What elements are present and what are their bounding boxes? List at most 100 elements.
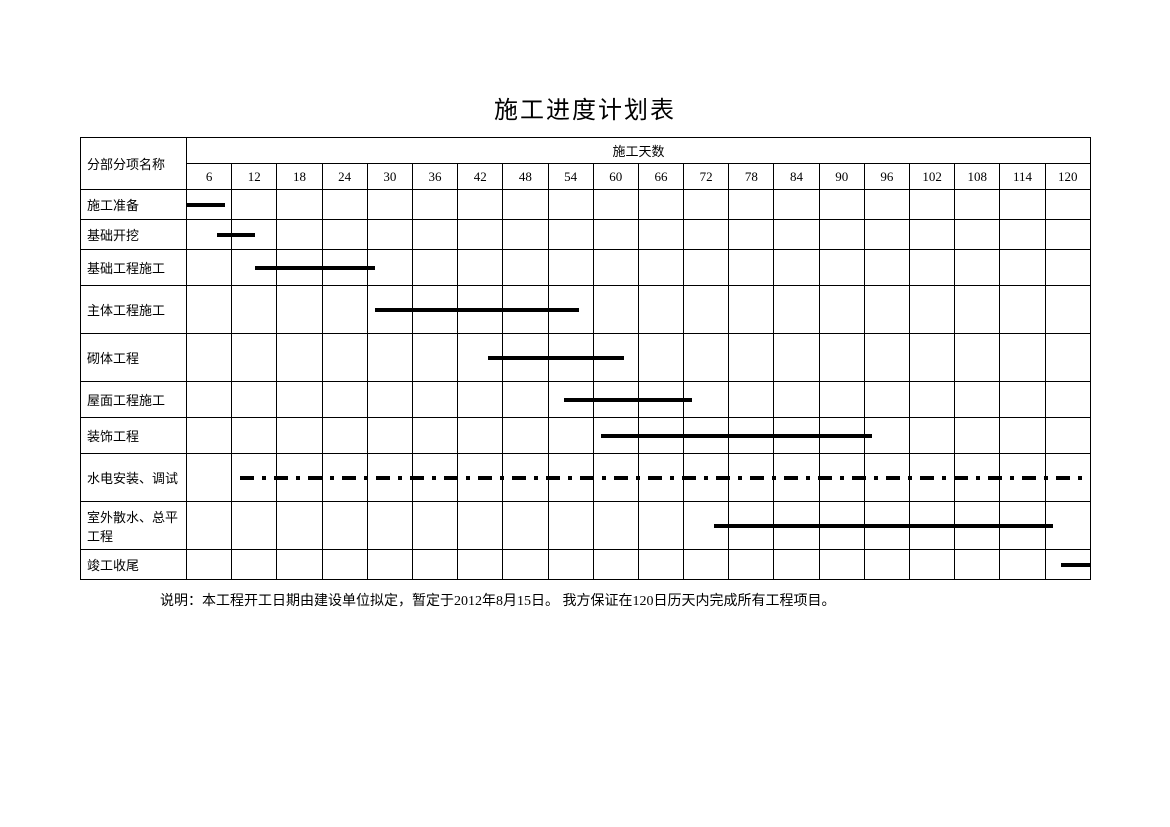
gantt-cell: [1045, 250, 1090, 286]
gantt-cell: [1000, 220, 1045, 250]
row-label: 主体工程施工: [81, 286, 187, 334]
gantt-cell: [322, 418, 367, 454]
row-label: 屋面工程施工: [81, 382, 187, 418]
gantt-cell: [638, 454, 683, 502]
gantt-cell: [729, 454, 774, 502]
column-header-day: 12: [232, 164, 277, 190]
column-header-days-label: 施工天数: [187, 138, 1091, 164]
gantt-cell: [277, 220, 322, 250]
gantt-cell: [774, 250, 819, 286]
gantt-cell: [277, 334, 322, 382]
gantt-cell: [819, 250, 864, 286]
gantt-cell: [1045, 502, 1090, 550]
gantt-cell: [729, 334, 774, 382]
gantt-cell: [548, 418, 593, 454]
gantt-cell: [412, 454, 457, 502]
column-header-day: 18: [277, 164, 322, 190]
gantt-cell: [458, 220, 503, 250]
gantt-cell: [593, 334, 638, 382]
gantt-cell: [232, 334, 277, 382]
gantt-cell: [412, 286, 457, 334]
column-header-day: 108: [955, 164, 1000, 190]
gantt-cell: [232, 220, 277, 250]
gantt-cell: [910, 190, 955, 220]
gantt-cell: [864, 502, 909, 550]
gantt-cell: [684, 334, 729, 382]
row-label: 室外散水、总平工程: [81, 502, 187, 550]
gantt-cell: [548, 220, 593, 250]
gantt-cell: [684, 454, 729, 502]
gantt-cell: [729, 550, 774, 580]
column-header-day: 30: [367, 164, 412, 190]
gantt-cell: [232, 190, 277, 220]
gantt-cell: [458, 190, 503, 220]
table-row: 水电安装、调试: [81, 454, 1091, 502]
gantt-cell: [819, 454, 864, 502]
gantt-cell: [367, 220, 412, 250]
row-label: 水电安装、调试: [81, 454, 187, 502]
gantt-cell: [277, 454, 322, 502]
row-label: 竣工收尾: [81, 550, 187, 580]
gantt-cell: [277, 250, 322, 286]
gantt-cell: [503, 220, 548, 250]
table-row: 竣工收尾: [81, 550, 1091, 580]
gantt-cell: [684, 220, 729, 250]
gantt-cell: [367, 382, 412, 418]
gantt-cell: [910, 220, 955, 250]
gantt-cell: [412, 250, 457, 286]
table-row: 施工准备: [81, 190, 1091, 220]
table-row: 屋面工程施工: [81, 382, 1091, 418]
table-row: 室外散水、总平工程: [81, 502, 1091, 550]
gantt-cell: [503, 502, 548, 550]
gantt-cell: [955, 190, 1000, 220]
gantt-cell: [910, 250, 955, 286]
gantt-cell: [458, 502, 503, 550]
gantt-cell: [955, 382, 1000, 418]
column-header-day: 96: [864, 164, 909, 190]
gantt-cell: [458, 454, 503, 502]
gantt-cell: [593, 220, 638, 250]
gantt-cell: [638, 334, 683, 382]
gantt-cell: [548, 502, 593, 550]
gantt-cell: [955, 454, 1000, 502]
gantt-cell: [774, 382, 819, 418]
gantt-cell: [322, 220, 367, 250]
gantt-cell: [187, 418, 232, 454]
gantt-cell: [864, 286, 909, 334]
gantt-cell: [458, 334, 503, 382]
gantt-cell: [1045, 382, 1090, 418]
gantt-cell: [729, 502, 774, 550]
gantt-cell: [322, 382, 367, 418]
gantt-cell: [187, 286, 232, 334]
gantt-cell: [503, 550, 548, 580]
gantt-cell: [412, 382, 457, 418]
gantt-cell: [232, 250, 277, 286]
gantt-cell: [955, 550, 1000, 580]
gantt-cell: [548, 382, 593, 418]
gantt-cell: [819, 382, 864, 418]
gantt-cell: [187, 550, 232, 580]
gantt-cell: [774, 286, 819, 334]
gantt-table: 分部分项名称施工天数612182430364248546066727884909…: [80, 137, 1091, 580]
gantt-cell: [458, 250, 503, 286]
page: 施工进度计划表 分部分项名称施工天数6121824303642485460667…: [0, 0, 1170, 827]
row-label: 基础工程施工: [81, 250, 187, 286]
gantt-cell: [412, 334, 457, 382]
gantt-cell: [232, 286, 277, 334]
gantt-cell: [955, 334, 1000, 382]
row-label: 砌体工程: [81, 334, 187, 382]
gantt-cell: [910, 382, 955, 418]
gantt-cell: [1000, 334, 1045, 382]
gantt-cell: [593, 454, 638, 502]
gantt-cell: [503, 454, 548, 502]
gantt-cell: [412, 190, 457, 220]
gantt-cell: [593, 502, 638, 550]
gantt-cell: [684, 250, 729, 286]
gantt-cell: [638, 502, 683, 550]
gantt-cell: [729, 220, 774, 250]
gantt-cell: [367, 454, 412, 502]
gantt-cell: [684, 502, 729, 550]
gantt-cell: [548, 190, 593, 220]
column-header-day: 42: [458, 164, 503, 190]
gantt-cell: [729, 382, 774, 418]
